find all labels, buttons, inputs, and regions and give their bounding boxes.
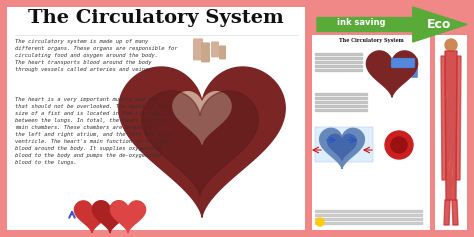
Polygon shape [92, 201, 128, 233]
Text: ink saving: ink saving [337, 18, 386, 27]
Polygon shape [74, 201, 109, 233]
FancyBboxPatch shape [211, 41, 219, 57]
Polygon shape [142, 91, 258, 196]
Polygon shape [328, 134, 356, 160]
Text: The circulatory system is made up of many
different organs. These organs are res: The circulatory system is made up of man… [15, 39, 177, 72]
FancyBboxPatch shape [7, 7, 305, 230]
Polygon shape [441, 56, 446, 180]
FancyBboxPatch shape [201, 42, 210, 62]
FancyBboxPatch shape [391, 58, 415, 68]
Polygon shape [452, 200, 458, 225]
Text: The Circulatory System: The Circulatory System [28, 9, 284, 27]
Polygon shape [366, 51, 418, 97]
Text: The Circulatory System: The Circulatory System [338, 38, 403, 43]
Text: The heart is a very important muscle and one
that should not be overlooked. The : The heart is a very important muscle and… [15, 97, 174, 165]
Circle shape [445, 39, 457, 51]
FancyBboxPatch shape [219, 46, 226, 59]
Polygon shape [444, 200, 450, 225]
FancyBboxPatch shape [435, 35, 467, 230]
Polygon shape [317, 7, 467, 42]
Circle shape [316, 218, 324, 226]
Polygon shape [119, 67, 285, 217]
FancyBboxPatch shape [315, 127, 373, 162]
FancyBboxPatch shape [411, 59, 418, 77]
Circle shape [391, 137, 407, 153]
FancyBboxPatch shape [312, 35, 430, 230]
Polygon shape [173, 92, 231, 144]
Polygon shape [445, 51, 457, 200]
Polygon shape [456, 56, 461, 180]
Polygon shape [110, 201, 146, 233]
Circle shape [385, 131, 413, 159]
Text: Eco: Eco [427, 18, 451, 31]
FancyBboxPatch shape [193, 38, 203, 60]
Polygon shape [319, 128, 365, 169]
